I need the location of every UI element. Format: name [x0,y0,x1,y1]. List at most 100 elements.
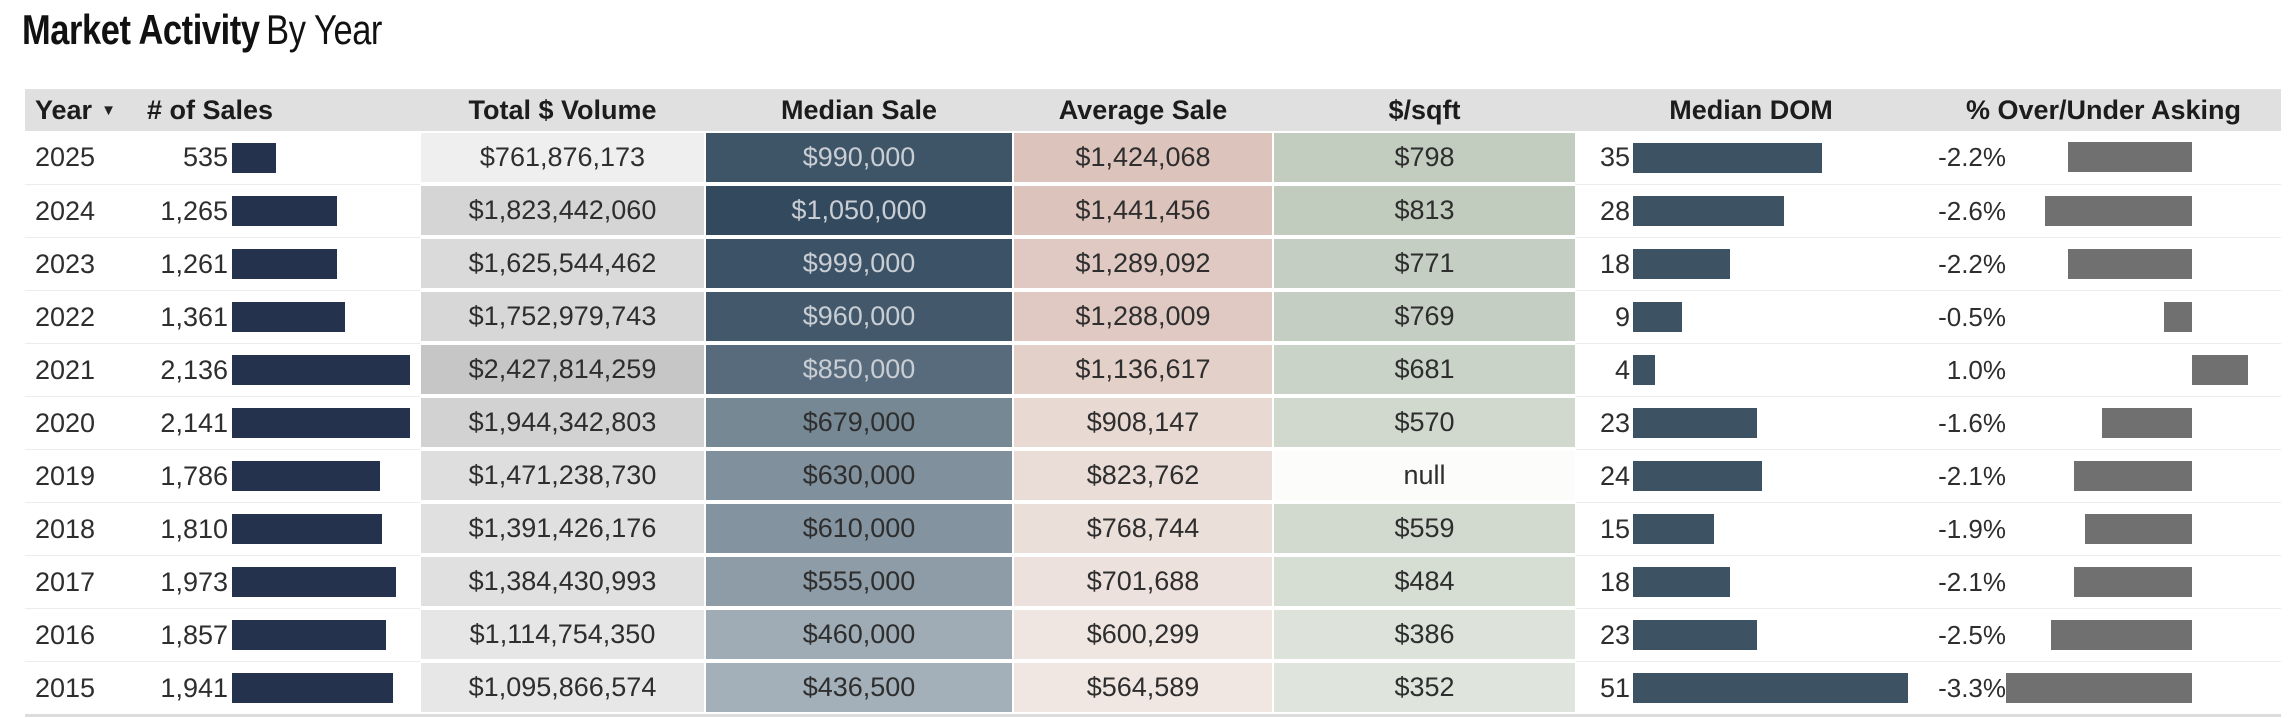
column-header-pct[interactable]: % Over/Under Asking [1926,89,2281,131]
table-row: 2018 1,810 $1,391,426,176 $610,000 $768,… [25,502,2281,555]
num-sales-bar [232,461,381,491]
cell-median-dom: 51 [1576,661,1926,714]
cell-total-volume: $1,471,238,730 [420,449,705,502]
cell-average-sale: $1,441,456 [1013,184,1273,237]
price-per-sqft-value: $570 [1394,407,1455,437]
column-header-label: % Over/Under Asking [1965,94,2242,125]
cell-median-sale: $436,500 [705,661,1013,714]
median-dom-value: 35 [1599,142,1630,172]
table-row: 2017 1,973 $1,384,430,993 $555,000 $701,… [25,555,2281,608]
cell-num-sales: 535 [147,131,420,184]
cell-pct-over-under: -2.6% [1926,184,2281,237]
median-sale-value: $960,000 [802,301,916,331]
num-sales-bar [232,620,387,650]
page-title: Market Activity By Year [22,6,382,54]
table-row: 2021 2,136 $2,427,814,259 $850,000 $1,13… [25,343,2281,396]
median-dom-bar [1633,302,1682,332]
price-per-sqft-value: $813 [1394,195,1455,225]
num-sales-value: 535 [182,142,228,172]
total-volume-value: $1,391,426,176 [468,513,657,543]
num-sales-bar [232,142,277,173]
cell-pct-over-under: -2.2% [1926,237,2281,290]
median-sale-value: $999,000 [802,248,916,278]
column-header-sqft[interactable]: $/sqft [1273,89,1576,131]
pct-over-under-bar [2163,302,2192,332]
cell-average-sale: $768,744 [1013,502,1273,555]
median-dom-bar [1633,567,1731,597]
cell-average-sale: $1,136,617 [1013,343,1273,396]
sort-desc-icon[interactable]: ▼ [101,101,116,119]
cell-median-dom: 35 [1576,131,1926,184]
median-sale-value: $460,000 [802,619,916,649]
average-sale-value: $1,288,009 [1075,301,1211,331]
column-header-average[interactable]: Average Sale [1013,89,1273,131]
num-sales-value: 1,786 [160,460,228,491]
column-header-median[interactable]: Median Sale [705,89,1013,131]
cell-median-dom: 15 [1576,502,1926,555]
cell-year: 2023 [25,237,147,290]
table-row: 2024 1,265 $1,823,442,060 $1,050,000 $1,… [25,184,2281,237]
cell-price-per-sqft: $386 [1273,608,1576,661]
cell-pct-over-under: -1.6% [1926,396,2281,449]
median-dom-value: 23 [1599,407,1630,438]
table-row: 2015 1,941 $1,095,866,574 $436,500 $564,… [25,661,2281,714]
average-sale-value: $564,589 [1086,672,1200,702]
cell-average-sale: $600,299 [1013,608,1273,661]
pct-over-under-bar [2068,142,2192,172]
cell-price-per-sqft: $570 [1273,396,1576,449]
num-sales-bar [232,302,346,332]
pct-over-under-value: -2.2% [1938,142,2006,172]
cell-median-sale: $850,000 [705,343,1013,396]
total-volume-value: $1,823,442,060 [468,195,657,225]
cell-total-volume: $1,752,979,743 [420,290,705,343]
price-per-sqft-value: null [1403,460,1446,490]
table-row: 2022 1,361 $1,752,979,743 $960,000 $1,28… [25,290,2281,343]
title-rest: By Year [266,6,383,53]
pct-over-under-value: -2.1% [1938,460,2006,491]
cell-pct-over-under: -2.1% [1926,555,2281,608]
median-dom-bar [1633,620,1758,650]
cell-num-sales: 1,786 [147,449,420,502]
column-header-sales[interactable]: # of Sales [147,89,420,131]
price-per-sqft-value: $386 [1394,619,1455,649]
cell-year: 2015 [25,661,147,714]
cell-pct-over-under: -2.1% [1926,449,2281,502]
pct-over-under-value: -3.3% [1938,672,2006,703]
median-dom-value: 18 [1599,566,1630,597]
cell-price-per-sqft: null [1273,449,1576,502]
cell-median-dom: 28 [1576,184,1926,237]
column-header-year[interactable]: Year ▼ [25,89,147,131]
median-sale-value: $1,050,000 [791,195,927,225]
pct-over-under-bar [2068,249,2192,279]
cell-average-sale: $564,589 [1013,661,1273,714]
cell-total-volume: $761,876,173 [420,131,705,184]
num-sales-bar [232,196,338,226]
pct-over-under-value: -2.5% [1938,619,2006,650]
num-sales-bar [232,514,383,544]
total-volume-value: $1,114,754,350 [469,619,656,649]
cell-year: 2017 [25,555,147,608]
num-sales-bar [232,249,337,279]
column-header-dom[interactable]: Median DOM [1576,89,1926,131]
cell-average-sale: $701,688 [1013,555,1273,608]
median-dom-value: 51 [1599,672,1630,703]
cell-price-per-sqft: $352 [1273,661,1576,714]
pct-over-under-value: 1.0% [1946,354,2006,385]
median-sale-value: $610,000 [802,513,916,543]
cell-year: 2016 [25,608,147,661]
median-dom-bar [1633,196,1784,226]
cell-average-sale: $1,289,092 [1013,237,1273,290]
average-sale-value: $1,424,068 [1075,142,1211,172]
median-dom-value: 23 [1599,619,1630,650]
median-dom-value: 9 [1614,301,1630,332]
cell-pct-over-under: 1.0% [1926,343,2281,396]
cell-year: 2022 [25,290,147,343]
median-dom-bar [1633,514,1714,544]
num-sales-bar [232,567,397,597]
table-row: 2023 1,261 $1,625,544,462 $999,000 $1,28… [25,237,2281,290]
column-header-volume[interactable]: Total $ Volume [420,89,705,131]
cell-year: 2018 [25,502,147,555]
cell-median-dom: 23 [1576,396,1926,449]
cell-year: 2024 [25,184,147,237]
cell-num-sales: 1,941 [147,661,420,714]
